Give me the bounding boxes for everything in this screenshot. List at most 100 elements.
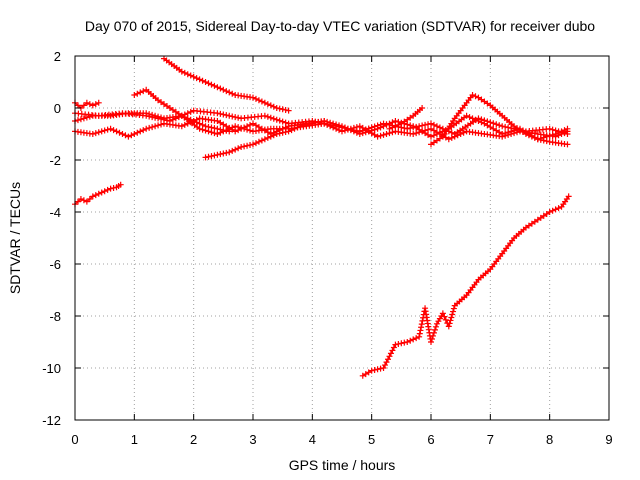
data-point <box>291 125 298 132</box>
data-point <box>202 79 209 85</box>
data-point <box>264 134 271 141</box>
data-point <box>446 320 453 327</box>
data-point <box>223 127 230 134</box>
data-point <box>116 129 123 136</box>
data-point <box>110 184 117 191</box>
data-point <box>431 326 438 333</box>
data-point <box>297 123 304 130</box>
data-point <box>255 138 262 145</box>
chart-title: Day 070 of 2015, Sidereal Day-to-day VTE… <box>85 18 595 34</box>
data-point <box>475 115 482 122</box>
data-point <box>371 123 378 130</box>
data-point <box>549 207 556 214</box>
data-point <box>386 125 393 132</box>
data-point <box>436 129 443 136</box>
data-point <box>564 131 571 137</box>
data-point <box>184 71 191 78</box>
data-point <box>481 117 488 124</box>
data-point <box>223 88 230 95</box>
data-point <box>374 366 381 373</box>
data-point <box>540 137 547 144</box>
x-axis-label: GPS time / hours <box>289 457 396 473</box>
data-point <box>392 123 399 130</box>
data-point <box>229 113 236 120</box>
data-point <box>267 133 274 140</box>
y-tick-label: -2 <box>49 153 61 168</box>
data-point <box>226 89 233 96</box>
data-point <box>505 124 512 131</box>
data-point <box>261 136 268 143</box>
series-arc-mid-top <box>131 86 233 135</box>
data-point <box>549 126 556 133</box>
data-point <box>217 85 224 92</box>
data-point <box>134 129 141 136</box>
data-point <box>134 90 141 97</box>
data-point <box>410 131 417 137</box>
x-tick-label: 7 <box>487 432 494 447</box>
data-point <box>430 121 437 128</box>
data-point <box>552 206 559 213</box>
data-point <box>537 136 544 143</box>
data-point <box>499 123 506 130</box>
data-point <box>528 133 535 140</box>
data-point <box>413 130 420 137</box>
data-point <box>149 114 156 121</box>
data-point <box>95 129 102 136</box>
data-point <box>193 119 200 126</box>
data-point <box>353 127 360 134</box>
data-point <box>276 130 283 137</box>
data-point <box>125 133 132 140</box>
data-point <box>205 123 212 130</box>
data-point <box>428 339 434 345</box>
x-tick-label: 5 <box>368 432 375 447</box>
data-point <box>117 181 124 188</box>
x-tick-label: 1 <box>131 432 138 447</box>
data-point <box>460 129 467 136</box>
data-point <box>104 186 111 193</box>
data-point <box>104 126 111 133</box>
data-point <box>395 340 402 347</box>
data-point <box>469 115 476 122</box>
data-point <box>172 115 179 122</box>
series-line <box>163 58 289 112</box>
data-point <box>339 124 345 131</box>
data-point <box>80 115 87 122</box>
data-point <box>294 124 301 131</box>
data-point <box>555 128 562 135</box>
data-point <box>450 305 457 312</box>
data-point <box>208 153 215 160</box>
data-point <box>416 330 423 337</box>
data-point <box>244 142 251 149</box>
data-point <box>146 124 153 131</box>
data-point <box>131 92 138 98</box>
data-point <box>371 366 378 373</box>
data-point <box>273 105 280 111</box>
data-point <box>77 196 84 202</box>
data-point <box>137 89 144 96</box>
data-point <box>472 93 479 100</box>
data-point <box>161 116 167 123</box>
data-point <box>261 112 268 119</box>
data-point <box>457 131 464 137</box>
data-point <box>392 341 399 348</box>
data-point <box>199 121 206 128</box>
data-point <box>469 92 476 98</box>
data-point <box>368 367 375 374</box>
data-point <box>466 114 473 121</box>
data-point <box>401 125 408 132</box>
data-point <box>418 324 425 331</box>
data-point <box>282 129 289 136</box>
data-point <box>217 126 224 133</box>
data-point <box>448 134 455 141</box>
data-point <box>107 185 114 192</box>
data-point <box>101 127 108 134</box>
data-point <box>315 119 322 126</box>
data-point <box>279 106 286 113</box>
data-point <box>211 125 218 132</box>
data-point <box>238 125 245 132</box>
data-point <box>419 105 426 111</box>
data-point <box>199 77 206 84</box>
data-point <box>432 323 439 330</box>
data-point <box>490 120 497 127</box>
data-point <box>166 118 173 124</box>
